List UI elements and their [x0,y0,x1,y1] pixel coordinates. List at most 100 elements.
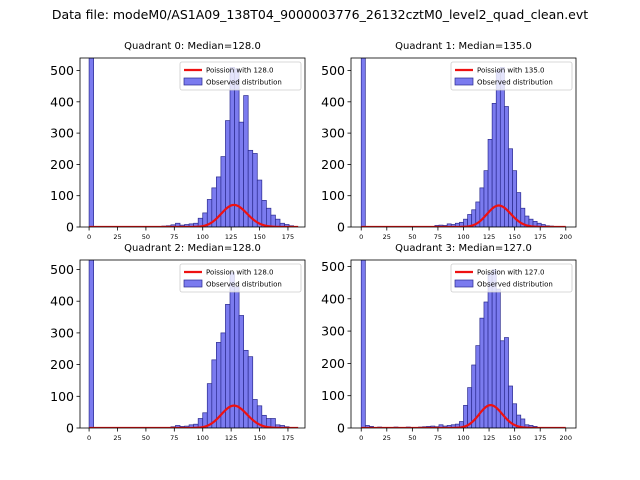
legend-bar-swatch [454,77,474,86]
quadrant-1-xtick-label: 125 [483,233,495,241]
quadrant-1-bar-13 [483,170,489,227]
legend-bar-swatch [454,279,474,288]
quadrant-1-xtick-label: 25 [383,233,391,241]
quadrant-0-title: Quadrant 0: Median=128.0 [124,41,261,52]
quadrant-0-xtick-label: 125 [225,233,237,241]
quadrant-3-xtick-label: 0 [359,434,363,442]
quadrant-3-bar-32 [504,337,509,428]
quadrant-0-bar-20 [243,95,249,227]
quadrant-1-ytick-label: 500 [321,63,345,78]
quadrant-0-xtick-label: 25 [113,233,121,241]
quadrant-3-ytick-label: 100 [321,388,345,403]
quadrant-1-title: Quadrant 1: Median=135.0 [395,41,532,52]
quadrant-0-xtick-label: 150 [253,233,265,241]
quadrant-0-axes-frame [79,57,306,228]
quadrant-0-ytick-label: 200 [50,157,74,172]
quadrant-1-ytick-label: 0 [337,220,345,235]
quadrant-2-xtick-label: 25 [113,434,121,442]
quadrant-0-bar-24 [261,200,267,227]
quadrant-2-bar-10 [206,383,213,428]
quadrant-3-xtick-label: 50 [408,434,416,442]
quadrant-2-title: Quadrant 2: Median=128.0 [124,243,261,254]
legend-poisson-label: Poission with 128.0 [206,67,274,75]
legend-observed-label: Observed distribution [477,79,553,87]
quadrant-2-bar-11 [211,359,217,428]
quadrant-3-xtick-label: 200 [560,434,572,442]
quadrant-3-legend: Poission with 127.0 Observed distribution [450,263,573,293]
quadrant-0-ytick-label: 0 [66,220,74,235]
legend-poisson-label: Poission with 128.0 [206,269,274,277]
legend-bar-swatch [183,77,203,86]
quadrant-2-axes-frame [79,259,306,429]
quadrant-0-bar-19 [238,121,244,227]
quadrant-2-ytick-label: 0 [66,421,74,436]
quadrant-0-bar-17 [229,67,235,227]
quadrant-2-ytick-label: 100 [50,389,74,404]
quadrant-2-bar-19 [247,356,254,428]
quadrant-1-bar-16 [495,70,501,227]
quadrant-2-xtick-label: 150 [253,434,265,442]
quadrant-3-xtick-label: 100 [457,434,469,442]
quadrant-1-ytick-label: 100 [321,188,345,203]
quadrant-2-xtick-label: 100 [197,434,209,442]
quadrant-0-bar-26 [270,214,276,227]
quadrant-3-ytick-label: 300 [321,324,345,339]
legend-poisson-label: Poission with 135.0 [477,67,545,75]
quadrant-3-xtick-label: 25 [383,434,391,442]
quadrant-1-xtick-label: 75 [434,233,442,241]
quadrant-3-bar-29 [491,269,497,428]
quadrant-1-bar-0 [360,58,366,227]
legend-observed-label: Observed distribution [477,281,553,289]
quadrant-0-bar-16 [225,120,231,227]
quadrant-0-legend: Poission with 128.0 Observed distribution [179,61,302,91]
quadrant-2-panel: Quadrant 2: Median=128.0 0 25 50 75 100 125 150… [50,243,306,442]
legend-poisson-label: Poission with 127.0 [477,269,545,277]
quadrant-0-bar-23 [256,179,263,227]
quadrant-2-ytick-label: 300 [50,325,74,340]
quadrant-1-ytick-label: 400 [321,94,345,109]
figure-suptitle: Data file: modeM0/AS1A09_138T04_90000037… [51,7,589,22]
quadrant-1-xtick-label: 150 [508,233,520,241]
quadrant-0-bar-25 [266,207,272,227]
quadrant-3-xtick-label: 150 [508,434,520,442]
quadrant-1-xtick-label: 200 [560,233,572,241]
quadrant-2-bar-24 [270,418,276,428]
quadrant-0-bar-0 [88,58,94,227]
quadrant-1-panel: Quadrant 1: Median=135.0 0 25 50 75 100 125 150… [321,41,577,241]
quadrant-1-ytick-label: 300 [321,126,345,141]
quadrant-3-bar-0 [360,260,366,428]
quadrant-2-xtick-label: 75 [170,434,178,442]
quadrant-0-xtick-label: 0 [87,233,91,241]
quadrant-0-xtick-label: 75 [170,233,178,241]
quadrant-1-bar-14 [487,139,493,227]
legend-observed-label: Observed distribution [206,79,282,87]
legend-observed-label: Observed distribution [206,281,282,289]
quadrant-0-ytick-label: 300 [50,126,74,141]
quadrant-2-legend: Poission with 128.0 Observed distribution [179,263,302,293]
quadrant-2-bar-0 [88,260,94,428]
quadrant-1-xtick-label: 50 [408,233,416,241]
quadrant-0-ytick-label: 500 [50,63,74,78]
quadrant-2-xtick-label: 125 [225,434,237,442]
quadrant-0-xtick-label: 100 [197,233,209,241]
quadrant-3-panel: Quadrant 3: Median=127.0 0 25 50 75 100 125 150… [321,243,577,442]
quadrant-0-panel: Quadrant 0: Median=128.0 0 25 50 75 100 125 150… [50,41,306,241]
quadrant-3-ytick-label: 500 [321,259,345,274]
quadrant-0-ytick-label: 100 [50,188,74,203]
quadrant-1-legend: Poission with 135.0 Observed distribution [450,61,573,91]
quadrant-3-ytick-label: 0 [337,421,345,436]
quadrant-0-xtick-label: 50 [142,233,150,241]
quadrant-3-ytick-label: 200 [321,356,345,371]
quadrant-0-xtick-label: 175 [282,233,294,241]
quadrant-1-bar-17 [499,67,505,227]
quadrant-2-xtick-label: 50 [142,434,150,442]
quadrant-1-xtick-label: 100 [457,233,469,241]
quadrant-2-xtick-label: 175 [282,434,294,442]
legend-bar-swatch [183,279,203,288]
quadrant-0-bar-22 [252,153,258,227]
quadrant-1-ytick-label: 200 [321,157,345,172]
quadrant-3-ytick-label: 400 [321,291,345,306]
quadrant-3-xtick-label: 175 [534,434,546,442]
quadrant-1-xtick-label: 175 [534,233,546,241]
quadrant-1-xtick-label: 0 [359,233,363,241]
